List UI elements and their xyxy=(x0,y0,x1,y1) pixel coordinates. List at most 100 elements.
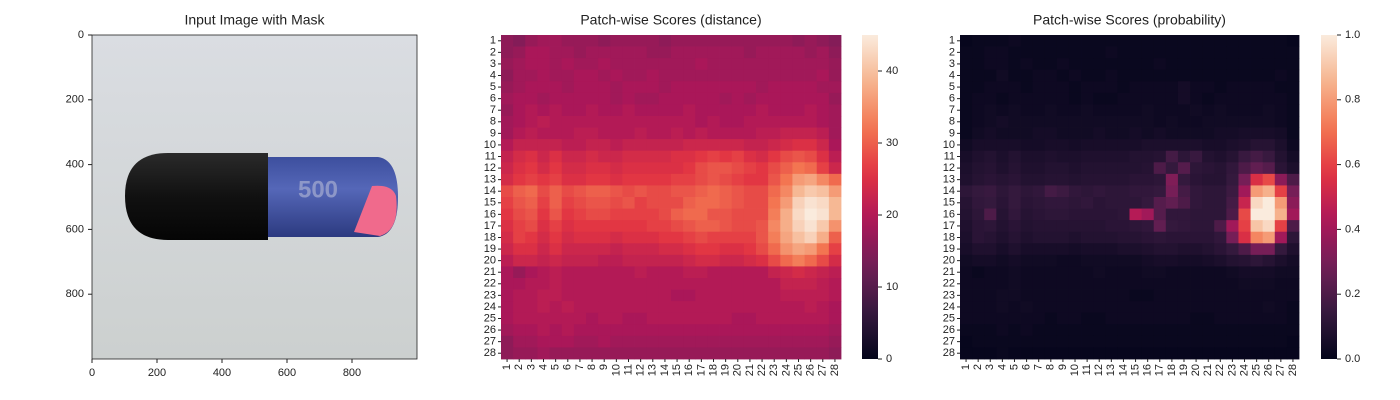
heatmap-cell xyxy=(671,301,684,314)
heatmap-cell xyxy=(1056,46,1070,59)
heatmap-cell xyxy=(586,231,599,244)
heatmap-cell xyxy=(743,335,757,348)
heatmap-cell xyxy=(1214,208,1227,221)
heatmap-cell xyxy=(1044,220,1058,233)
heatmap-cell xyxy=(828,185,842,198)
heatmap-cell xyxy=(816,46,830,59)
y-tick-label: 23 xyxy=(484,289,496,301)
heatmap-cell xyxy=(1093,139,1106,152)
heatmap-cell xyxy=(743,254,757,267)
heatmap-cell xyxy=(525,46,538,59)
heatmap-cell xyxy=(622,162,635,175)
x-tick-label: 15 xyxy=(1129,364,1141,376)
heatmap-cell xyxy=(1020,139,1034,152)
y-tick-label: 600 xyxy=(66,223,84,235)
heatmap-cell xyxy=(598,46,611,59)
heatmap-cell xyxy=(658,208,672,221)
heatmap-cell xyxy=(1044,197,1058,209)
x-tick-label: 28 xyxy=(829,364,841,376)
colorbar-tick-label: 0.6 xyxy=(1345,159,1360,171)
heatmap-cell xyxy=(972,104,985,117)
heatmap-cell xyxy=(1141,278,1155,290)
heatmap-cell xyxy=(828,220,842,233)
heatmap-cell xyxy=(804,243,818,256)
heatmap-cell xyxy=(743,81,757,94)
heatmap-cell xyxy=(513,266,526,279)
heatmap-cell xyxy=(1141,324,1155,337)
heatmap-cell xyxy=(816,335,830,348)
heatmap-cell xyxy=(1238,116,1251,128)
heatmap-cell xyxy=(996,335,1009,348)
heatmap-cell xyxy=(1141,58,1155,71)
heatmap-cell xyxy=(513,301,526,314)
heatmap-cell xyxy=(1262,312,1276,325)
heatmap-cell xyxy=(804,162,818,175)
heatmap-cell xyxy=(1129,243,1143,256)
heatmap-cell xyxy=(984,289,997,302)
heatmap-cell xyxy=(719,254,733,267)
heatmap-cell xyxy=(586,127,599,140)
heatmap-cell xyxy=(1117,150,1130,163)
y-tick-label: 17 xyxy=(943,220,955,232)
heatmap-cell xyxy=(828,92,842,105)
heatmap-cell xyxy=(695,173,708,186)
heatmap-cell xyxy=(622,254,635,267)
heatmap-cell xyxy=(768,312,781,325)
x-tick-label: 2 xyxy=(972,364,984,370)
heatmap-cell xyxy=(996,324,1009,337)
heatmap-cell xyxy=(1056,69,1070,82)
heatmap-cell xyxy=(573,69,587,82)
heatmap-cell xyxy=(828,312,842,325)
heatmap-cell xyxy=(561,197,575,209)
heatmap-cell xyxy=(1093,231,1106,244)
heatmap-cell xyxy=(719,220,733,233)
heatmap-cell xyxy=(731,185,745,198)
heatmap-cell xyxy=(816,254,830,267)
heatmap-cell xyxy=(1177,197,1191,209)
heatmap-cell xyxy=(683,324,696,337)
heatmap-cell xyxy=(743,46,757,59)
heatmap-cell xyxy=(1165,312,1179,325)
heatmap-cell xyxy=(1056,266,1070,279)
heatmap-cell xyxy=(634,301,648,314)
heatmap-cell xyxy=(622,197,635,209)
heatmap-cell xyxy=(816,116,830,128)
y-tick-label: 27 xyxy=(484,336,496,348)
heatmap-cell xyxy=(1238,347,1251,360)
y-tick-label: 18 xyxy=(484,231,496,243)
heatmap-cell xyxy=(634,335,648,348)
y-tick-label: 16 xyxy=(484,208,496,220)
heatmap-cell xyxy=(1286,127,1300,140)
heatmap-cell xyxy=(1068,58,1082,71)
heatmap-cell xyxy=(960,162,973,175)
heatmap-cell xyxy=(1165,208,1179,221)
heatmap-cell xyxy=(1286,150,1300,163)
heatmap-cell xyxy=(1032,150,1046,163)
heatmap-cell xyxy=(1020,266,1034,279)
heatmap-cell xyxy=(780,139,793,152)
heatmap-cell xyxy=(1274,162,1288,175)
heatmap-cell xyxy=(537,254,550,267)
heatmap-cell xyxy=(1262,197,1276,209)
heatmap-cell xyxy=(780,243,793,256)
heatmap-cell xyxy=(549,312,563,325)
heatmap-cell xyxy=(513,162,526,175)
heatmap-cell xyxy=(816,35,830,47)
heatmap-cell xyxy=(1274,289,1288,302)
heatmap-cell xyxy=(501,266,514,279)
heatmap-cell xyxy=(828,58,842,71)
x-tick-label: 400 xyxy=(213,367,231,379)
x-tick-label: 25 xyxy=(792,364,804,376)
y-tick-label: 28 xyxy=(484,347,496,359)
heatmap-cell xyxy=(598,208,611,221)
heatmap-cell xyxy=(780,185,793,198)
heatmap-cell xyxy=(1165,58,1179,71)
x-tick-label: 24 xyxy=(1238,364,1250,376)
heatmap-cell xyxy=(1214,150,1227,163)
heatmap-cell xyxy=(1177,231,1191,244)
heatmap-cell xyxy=(996,58,1009,71)
heatmap-cell xyxy=(828,278,842,290)
heatmap-cell xyxy=(671,185,684,198)
heatmap-cell xyxy=(996,116,1009,128)
heatmap-cell xyxy=(658,173,672,186)
